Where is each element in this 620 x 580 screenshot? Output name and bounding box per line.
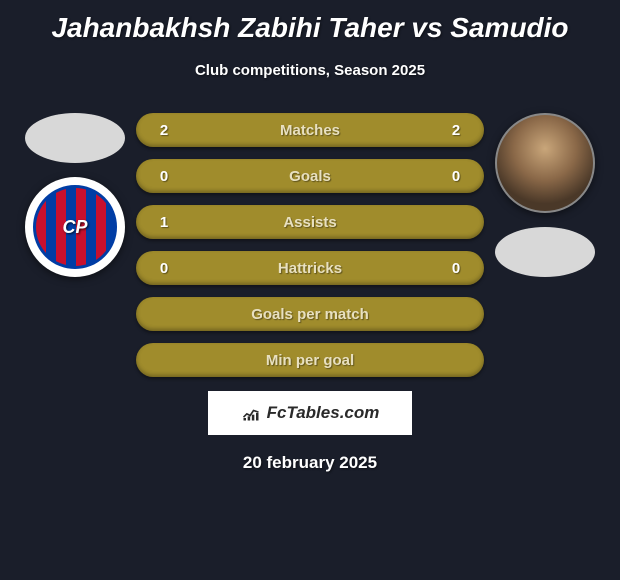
stat-right-value: 2 — [446, 122, 466, 139]
player-right-club-placeholder — [495, 227, 595, 277]
stat-bar-goals-per-match: Goals per match — [136, 297, 484, 331]
player-left-avatar-placeholder — [25, 113, 125, 163]
club-badge-text: CP — [62, 217, 87, 238]
stat-label: Goals — [174, 168, 446, 185]
date-text: 20 february 2025 — [0, 453, 620, 473]
stat-bar-hattricks: 0 Hattricks 0 — [136, 251, 484, 285]
stat-left-value: 0 — [154, 260, 174, 277]
stat-bar-goals: 0 Goals 0 — [136, 159, 484, 193]
stat-label: Matches — [174, 122, 446, 139]
left-column: CP — [20, 113, 130, 277]
stats-column: 2 Matches 2 0 Goals 0 1 Assists 0 Hattri… — [130, 113, 490, 377]
footer-brand-text: FcTables.com — [267, 403, 380, 423]
club-badge-stripes: CP — [33, 185, 117, 269]
stat-left-value: 0 — [154, 168, 174, 185]
stat-left-value: 1 — [154, 214, 174, 231]
stat-label: Min per goal — [154, 352, 466, 369]
stat-label: Assists — [174, 214, 446, 231]
footer-brand-badge: FcTables.com — [208, 391, 412, 435]
content-row: CP 2 Matches 2 0 Goals 0 1 Assists 0 Hat… — [0, 113, 620, 377]
chart-icon — [241, 403, 261, 423]
page-subtitle: Club competitions, Season 2025 — [0, 62, 620, 79]
stat-left-value: 2 — [154, 122, 174, 139]
stat-right-value: 0 — [446, 168, 466, 185]
stat-bar-matches: 2 Matches 2 — [136, 113, 484, 147]
stat-label: Goals per match — [154, 306, 466, 323]
player-left-club-badge: CP — [25, 177, 125, 277]
stat-bar-assists: 1 Assists — [136, 205, 484, 239]
stat-bar-min-per-goal: Min per goal — [136, 343, 484, 377]
stat-right-value: 0 — [446, 260, 466, 277]
player-right-avatar — [495, 113, 595, 213]
right-column — [490, 113, 600, 277]
stat-label: Hattricks — [174, 260, 446, 277]
page-title: Jahanbakhsh Zabihi Taher vs Samudio — [0, 0, 620, 44]
